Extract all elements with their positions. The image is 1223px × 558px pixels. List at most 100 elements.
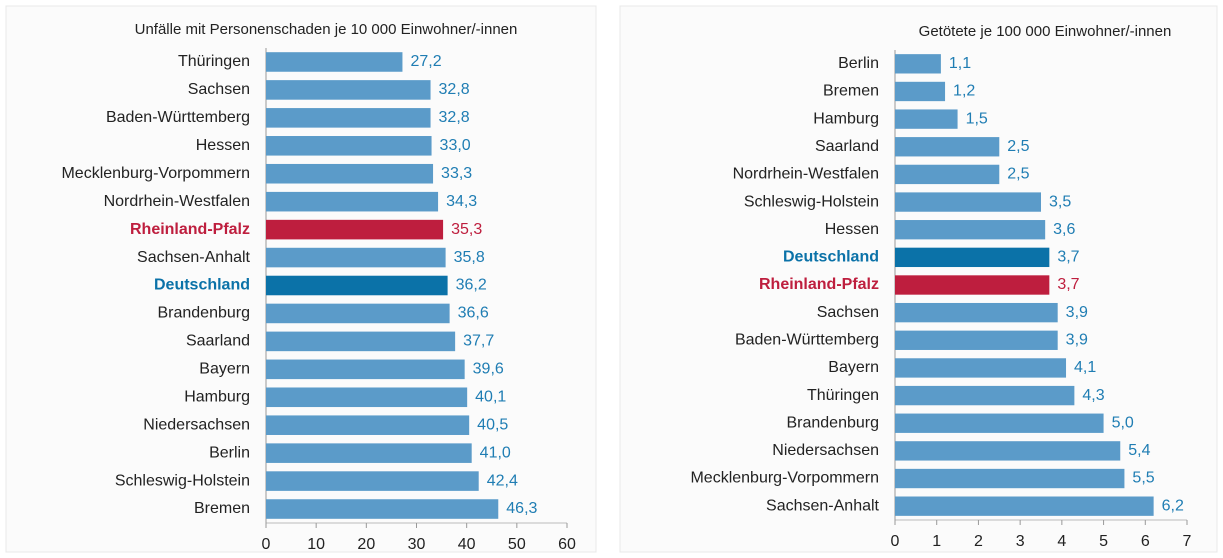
- y-tick-label: Deutschland: [783, 249, 879, 266]
- bar: [266, 387, 468, 408]
- y-tick-label: Hessen: [825, 221, 879, 238]
- x-tick-label: 0: [891, 533, 900, 550]
- x-tick-label: 6: [1141, 533, 1150, 550]
- bar: [895, 302, 1058, 323]
- y-tick-label: Baden-Württemberg: [106, 109, 250, 126]
- y-tick-label: Berlin: [838, 55, 879, 72]
- data-label: 3,5: [1049, 193, 1071, 210]
- data-label: 39,6: [473, 361, 504, 378]
- bar: [266, 303, 450, 324]
- data-label: 32,8: [439, 109, 470, 126]
- y-tick-label: Sachsen: [817, 304, 879, 321]
- data-label: 37,7: [463, 333, 494, 350]
- data-label: 5,4: [1128, 442, 1150, 459]
- data-label: 35,8: [454, 249, 485, 266]
- data-label: 40,1: [475, 388, 506, 405]
- bar: [266, 443, 472, 463]
- y-tick-label: Rheinland-Pfalz: [130, 221, 250, 238]
- data-label: 41,0: [480, 444, 511, 461]
- bar: [266, 359, 465, 380]
- y-tick-label: Schleswig-Holstein: [115, 472, 250, 489]
- bar: [895, 468, 1125, 489]
- data-label: 5,5: [1132, 470, 1154, 487]
- x-tick-label: 3: [1016, 533, 1025, 550]
- x-tick-label: 30: [408, 536, 426, 553]
- x-tick-label: 5: [1099, 533, 1108, 550]
- chart-title: Getötete je 100 000 Einwohner/-innen: [919, 23, 1172, 40]
- y-tick-label: Sachsen: [188, 81, 250, 98]
- bar: [266, 52, 403, 72]
- data-label: 46,3: [506, 500, 537, 517]
- y-tick-label: Saarland: [186, 333, 250, 350]
- bar: [266, 80, 431, 100]
- data-label: 34,3: [446, 193, 477, 210]
- data-label: 6,2: [1162, 497, 1184, 514]
- data-label: 36,2: [456, 277, 487, 294]
- data-label: 4,1: [1074, 359, 1096, 376]
- y-tick-label: Brandenburg: [157, 305, 250, 322]
- y-tick-label: Thüringen: [178, 53, 250, 70]
- data-label: 1,5: [966, 110, 988, 127]
- bar: [266, 108, 431, 128]
- data-label: 42,4: [487, 472, 518, 489]
- data-label: 3,9: [1066, 332, 1088, 349]
- data-label: 33,0: [440, 137, 471, 154]
- x-tick-label: 4: [1057, 533, 1066, 550]
- x-tick-label: 60: [558, 536, 576, 553]
- data-label: 3,9: [1066, 304, 1088, 321]
- y-tick-label: Nordrhein-Westfalen: [104, 193, 250, 210]
- bar: [895, 109, 958, 129]
- bar: [266, 331, 456, 352]
- y-tick-label: Saarland: [815, 138, 879, 155]
- chart-title: Unfälle mit Personenschaden je 10 000 Ei…: [135, 21, 518, 38]
- data-label: 2,5: [1007, 138, 1029, 155]
- y-tick-label: Hamburg: [184, 388, 250, 405]
- data-label: 35,3: [451, 221, 482, 238]
- y-tick-label: Bayern: [828, 359, 879, 376]
- data-label: 32,8: [439, 81, 470, 98]
- bar: [895, 275, 1050, 295]
- y-tick-label: Baden-Württemberg: [735, 332, 879, 349]
- y-tick-label: Bremen: [823, 83, 879, 100]
- y-tick-label: Deutschland: [154, 277, 250, 294]
- bar: [266, 499, 499, 519]
- bar: [266, 191, 439, 212]
- x-tick-label: 50: [508, 536, 526, 553]
- data-label: 2,5: [1007, 166, 1029, 183]
- y-tick-label: Mecklenburg-Vorpommern: [690, 470, 879, 487]
- bar: [266, 136, 432, 156]
- y-tick-label: Berlin: [209, 444, 250, 461]
- x-tick-label: 7: [1183, 533, 1192, 550]
- y-tick-label: Hamburg: [813, 110, 879, 127]
- bar: [895, 220, 1046, 240]
- bar: [895, 164, 1000, 185]
- y-tick-label: Hessen: [196, 137, 250, 154]
- y-tick-label: Sachsen-Anhalt: [137, 249, 251, 266]
- y-tick-label: Schleswig-Holstein: [744, 193, 879, 210]
- bar: [266, 219, 444, 240]
- bar: [266, 471, 479, 491]
- y-tick-label: Brandenburg: [786, 414, 879, 431]
- bar: [895, 54, 941, 74]
- data-label: 40,5: [477, 416, 508, 433]
- x-tick-label: 1: [932, 533, 941, 550]
- bar: [266, 275, 448, 296]
- bar: [895, 330, 1058, 350]
- data-label: 3,7: [1057, 276, 1079, 293]
- bar: [895, 247, 1050, 268]
- bar: [895, 137, 1000, 157]
- data-label: 3,6: [1053, 221, 1075, 238]
- x-tick-label: 2: [974, 533, 983, 550]
- bar: [266, 247, 446, 268]
- x-tick-label: 10: [307, 536, 325, 553]
- y-tick-label: Thüringen: [807, 387, 879, 404]
- bar: [895, 192, 1041, 212]
- x-tick-label: 20: [357, 536, 375, 553]
- y-tick-label: Niedersachsen: [772, 442, 879, 459]
- y-tick-label: Niedersachsen: [143, 416, 250, 433]
- data-label: 1,2: [953, 83, 975, 100]
- y-tick-label: Bayern: [199, 361, 250, 378]
- y-tick-label: Nordrhein-Westfalen: [733, 166, 879, 183]
- data-label: 4,3: [1082, 387, 1104, 404]
